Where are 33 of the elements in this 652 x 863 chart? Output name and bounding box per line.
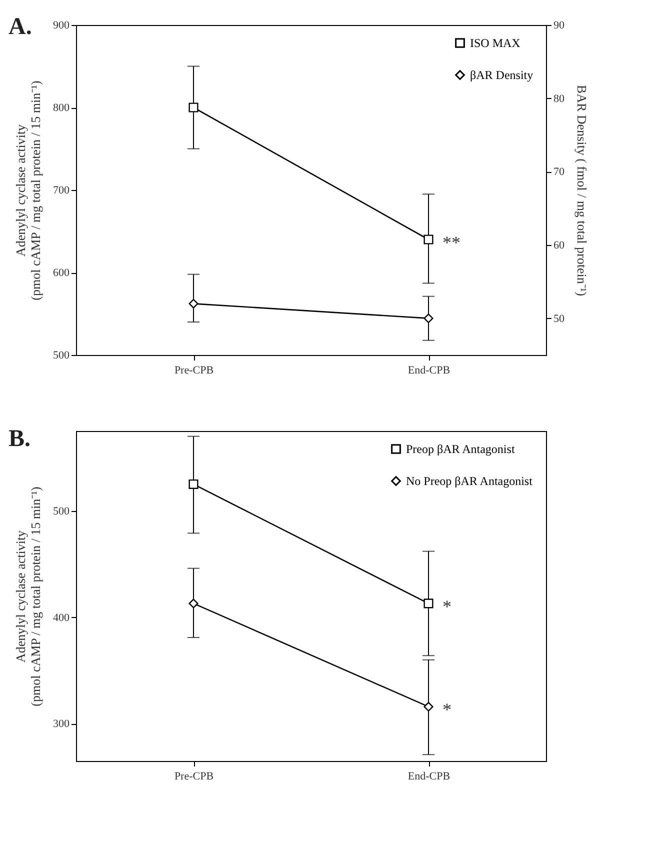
- point: [188, 479, 198, 490]
- chart-title: A.: [8, 14, 32, 40]
- y2-tick-label: 60: [554, 240, 565, 252]
- y-tick-label: 400: [53, 612, 70, 624]
- y-axis-title: Adenylyl cyclase activity (pmol cAMP / mg total protein / 15 min⁻¹): [13, 80, 43, 300]
- point: [424, 702, 434, 712]
- y-tick-label: 300: [53, 718, 70, 730]
- legend-label: ISO MAX: [470, 36, 521, 50]
- legend-label: Preop βAR Antagonist: [406, 442, 516, 456]
- legend-label: No Preop βAR Antagonist: [406, 474, 534, 488]
- x-tick-label: Pre-CPB: [174, 770, 214, 782]
- point: [188, 598, 198, 608]
- y-tick-label: 700: [53, 184, 70, 196]
- point: [424, 598, 434, 608]
- legend-label: βAR Density: [470, 68, 534, 82]
- y2-axis-title: BAR Density ( fmol / mg total protein⁻¹): [574, 84, 590, 296]
- chart-title: B.: [8, 426, 31, 452]
- y2-tick-label: 50: [554, 312, 565, 325]
- x-tick-label: End-CPB: [408, 364, 450, 376]
- annotation: *: [442, 596, 452, 616]
- y-axis-title: Adenylyl cyclase activity (pmol cAMP / mg total protein / 15 min⁻¹): [13, 486, 43, 706]
- y-tick-label: 900: [53, 20, 70, 32]
- y2-tick-label: 90: [554, 20, 565, 32]
- annotation: **: [442, 232, 460, 252]
- y-tick-label: 500: [53, 350, 70, 362]
- x-tick-label: End-CPB: [408, 770, 450, 782]
- y2-tick-label: 70: [554, 166, 565, 178]
- y-tick-label: 600: [53, 267, 70, 279]
- x-tick-label: Pre-CPB: [174, 364, 214, 376]
- y-tick-label: 500: [53, 505, 70, 518]
- annotation: *: [442, 700, 452, 720]
- y-tick-label: 800: [53, 102, 70, 114]
- y2-tick-label: 80: [554, 92, 565, 105]
